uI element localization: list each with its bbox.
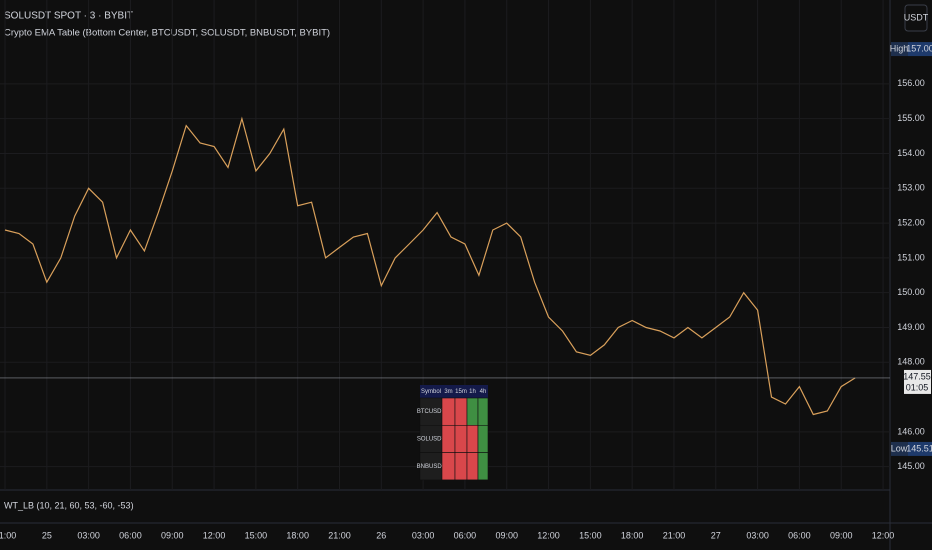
marker-name: High <box>890 43 909 53</box>
table-status-cell <box>441 397 456 426</box>
marker-name: Low <box>891 443 908 453</box>
table-status-cell <box>454 452 468 481</box>
last-price-tag <box>904 369 931 394</box>
y-tick-label: 153.00 <box>897 183 925 193</box>
table-header: 15m <box>455 389 467 395</box>
x-tick-label: 12:00 <box>872 530 895 540</box>
y-tick-label: 151.00 <box>897 252 925 262</box>
price-line <box>4 116 856 416</box>
table-header: Symbol <box>421 389 441 395</box>
table-status-cell <box>441 424 456 453</box>
x-tick-label: 12:00 <box>203 530 226 540</box>
y-tick-label: 152.00 <box>897 217 925 227</box>
table-symbol: BNBUSDT <box>417 464 446 470</box>
study-title: Crypto EMA Table (Bottom Center, BTCUSDT… <box>4 28 330 39</box>
table-symbol: SOLUSDT <box>417 437 446 443</box>
x-tick-label: 27 <box>711 530 721 540</box>
x-tick-label: 21:00 <box>663 530 686 540</box>
x-tick-label: 25 <box>42 530 52 540</box>
y-tick-label: 156.00 <box>897 78 925 88</box>
x-tick-label: 06:00 <box>454 530 477 540</box>
indicator-label: WT_LB (10, 21, 60, 53, -60, -53) <box>4 500 134 510</box>
x-tick-label: 12:00 <box>537 530 560 540</box>
x-tick-label: 18:00 <box>286 530 309 540</box>
y-tick-label: 155.00 <box>897 113 925 123</box>
countdown-label: 01:05 <box>906 382 929 392</box>
x-tick-label: 09:00 <box>161 530 184 540</box>
x-tick-label: 18:00 <box>621 530 644 540</box>
marker-name-tag <box>891 441 908 456</box>
table-status-cell <box>477 424 489 453</box>
table-header: 3m <box>444 389 452 395</box>
table-status-cell <box>466 424 479 453</box>
table-status-cell <box>466 452 479 481</box>
y-tick-label: 145.00 <box>897 461 925 471</box>
table-status-cell <box>477 397 489 426</box>
marker-value: 157.00 <box>906 43 932 53</box>
x-tick-label: 03:00 <box>412 530 435 540</box>
x-tick-label: 03:00 <box>77 530 100 540</box>
table-status-cell <box>466 397 479 426</box>
x-tick-label: 15:00 <box>245 530 268 540</box>
x-tick-label: 09:00 <box>495 530 518 540</box>
table-status-cell <box>441 452 456 481</box>
marker-value: 145.51 <box>906 443 932 453</box>
x-tick-label: 06:00 <box>119 530 142 540</box>
x-tick-label: 03:00 <box>746 530 769 540</box>
marker-name-tag <box>891 42 908 57</box>
y-tick-label: 150.00 <box>897 287 925 297</box>
last-price-label: 147.55 <box>903 371 931 381</box>
marker-value-tag <box>908 42 932 57</box>
symbol-title: SOLUSDT SPOT · 3 · BYBIT <box>4 11 133 22</box>
marker-value-tag <box>908 441 932 456</box>
table-header: 1h <box>469 389 476 395</box>
y-tick-label: 148.00 <box>897 357 925 367</box>
y-tick-label: 149.00 <box>897 322 925 332</box>
table-status-cell <box>477 452 489 481</box>
x-tick-label: 06:00 <box>788 530 811 540</box>
currency-label: USDT <box>904 12 929 22</box>
table-status-cell <box>454 424 468 453</box>
table-symbol: BTCUSDT <box>417 409 446 415</box>
x-tick-label: 26 <box>376 530 386 540</box>
x-tick-label: 15:00 <box>579 530 602 540</box>
table-status-cell <box>454 397 468 426</box>
y-tick-label: 146.00 <box>897 426 925 436</box>
table-header: 4h <box>480 389 487 395</box>
table-header-bg <box>420 385 488 398</box>
x-tick-label: 21:00 <box>0 530 16 540</box>
currency-button[interactable] <box>904 4 928 32</box>
x-tick-label: 21:00 <box>328 530 351 540</box>
x-tick-label: 09:00 <box>830 530 853 540</box>
y-tick-label: 154.00 <box>897 148 925 158</box>
